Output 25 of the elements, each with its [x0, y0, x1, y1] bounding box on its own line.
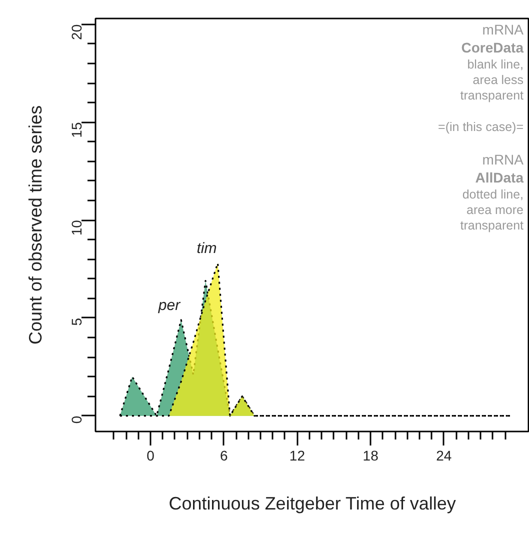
- annotation: dotted line,: [462, 188, 524, 202]
- x-tick-label: 18: [362, 448, 379, 464]
- annotation: AllData: [475, 170, 524, 186]
- x-tick-label: 0: [146, 448, 155, 464]
- annotation: =(in this case)=: [438, 120, 524, 134]
- annotation: CoreData: [461, 40, 524, 56]
- annotation: mRNA: [482, 22, 524, 38]
- x-tick-label: 12: [289, 448, 306, 464]
- series-label: per: [157, 296, 182, 314]
- series-label: tim: [196, 240, 217, 258]
- annotation: blank line,: [467, 58, 524, 72]
- annotation: transparent: [460, 88, 524, 102]
- y-tick-label: 5: [68, 318, 84, 326]
- y-tick-label: 0: [68, 416, 84, 424]
- y-axis-title: Count of observed time series: [26, 105, 46, 345]
- x-axis-title: Continuous Zeitgeber Time of valley: [168, 494, 456, 514]
- y-tick-label: 15: [68, 122, 84, 138]
- annotation: mRNA: [482, 152, 524, 168]
- annotation: area more: [466, 203, 524, 217]
- y-tick-label: 20: [68, 24, 84, 40]
- y-tick-label: 10: [68, 220, 84, 236]
- x-tick-label: 24: [436, 448, 452, 464]
- annotation: area less: [472, 73, 524, 87]
- x-tick-label: 6: [220, 448, 228, 464]
- annotation: transparent: [460, 218, 524, 232]
